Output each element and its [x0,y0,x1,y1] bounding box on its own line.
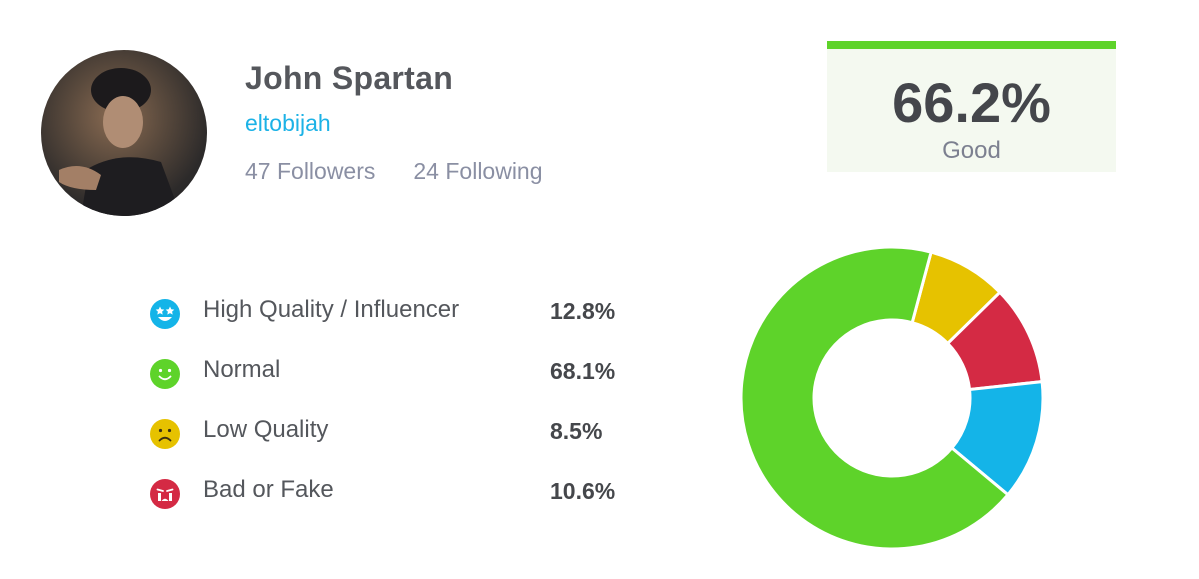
legend-row-low-quality: Low Quality 8.5% [150,402,650,462]
profile-avatar [41,50,207,216]
profile-stats: 47 Followers 24 Following [245,158,543,185]
frown-face-icon [150,419,180,449]
smile-face-icon [150,359,180,389]
following-count[interactable]: 24 Following [413,158,543,184]
legend-label: Low Quality [203,416,329,443]
donut-slice-normal[interactable] [739,245,1011,551]
profile-name: John Spartan [245,60,454,96]
legend-label: High Quality / Influencer [203,296,460,323]
score-value: 66.2% [892,71,1051,134]
legend-value: 12.8% [550,298,616,324]
quality-legend: High Quality / Influencer 12.8% Normal 6… [150,282,650,522]
audience-score-card: 66.2% Good [827,41,1116,172]
legend-row-high-quality: High Quality / Influencer 12.8% [150,282,650,342]
followers-count[interactable]: 47 Followers [245,158,376,184]
crying-face-icon [150,479,180,509]
profile-handle-link[interactable]: eltobijah [245,110,331,136]
legend-value: 8.5% [550,418,603,444]
legend-label: Bad or Fake [203,476,334,503]
legend-value: 10.6% [550,478,616,504]
legend-value: 68.1% [550,358,616,384]
legend-row-normal: Normal 68.1% [150,342,650,402]
quality-donut-chart [739,245,1045,551]
score-label: Good [942,137,1001,164]
legend-row-bad-or-fake: Bad or Fake 10.6% [150,462,650,522]
legend-label: Normal [203,356,281,383]
star-eyes-face-icon [150,299,180,329]
avatar-photo [59,68,181,216]
